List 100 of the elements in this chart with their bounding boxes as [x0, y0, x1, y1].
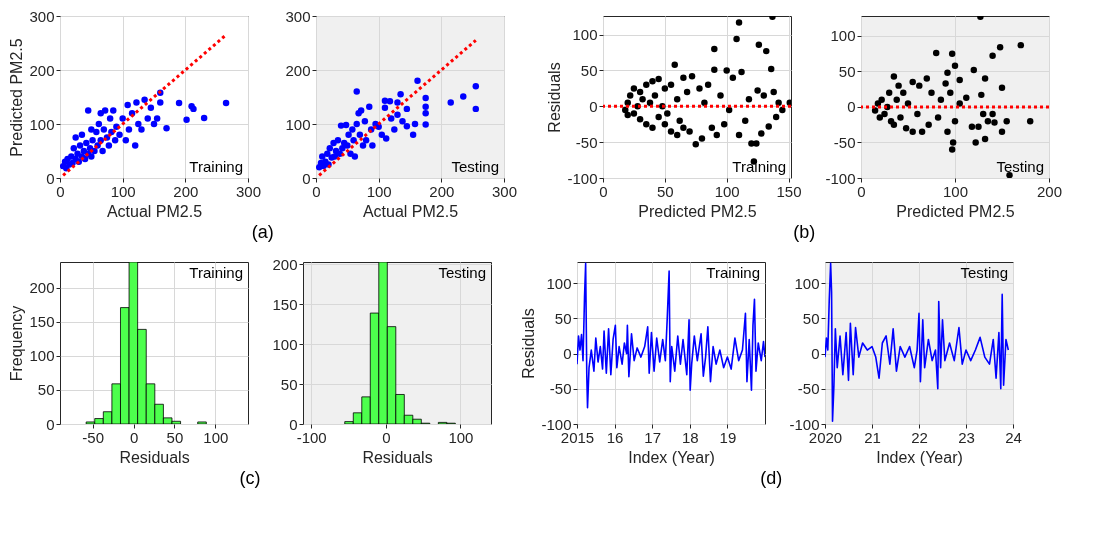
- point: [932, 49, 940, 57]
- point: [951, 117, 959, 125]
- x-tick-label: 300: [235, 182, 262, 200]
- point: [981, 135, 989, 143]
- annotation: Training: [706, 264, 760, 281]
- y-tick-label: 300: [285, 7, 311, 25]
- point: [948, 146, 956, 153]
- y-tick-label: -100: [789, 415, 820, 433]
- point: [885, 89, 893, 96]
- x-tick-label: 50: [166, 428, 184, 446]
- point: [948, 50, 956, 57]
- point: [979, 110, 987, 118]
- point: [991, 119, 998, 126]
- x-tick-label: 23: [958, 428, 975, 446]
- text: (c): [239, 467, 261, 488]
- point: [909, 78, 916, 86]
- x-tick-label: 200: [173, 182, 199, 200]
- point: [947, 89, 954, 96]
- x-tick-label: 17: [644, 428, 662, 446]
- point: [944, 69, 951, 77]
- point: [998, 128, 1006, 136]
- x-axis-title: Index (Year): [628, 448, 715, 466]
- y-tick-label: 50: [802, 309, 820, 327]
- x-tick-label: 300: [491, 182, 518, 200]
- point: [895, 82, 902, 89]
- y-tick-label: 0: [46, 415, 55, 433]
- x-tick-label: 16: [606, 428, 624, 446]
- point: [944, 128, 951, 136]
- point: [996, 44, 1004, 51]
- point: [923, 75, 931, 82]
- x-axis-title: Actual PM2.5: [362, 202, 459, 220]
- y-tick-label: 0: [811, 345, 820, 363]
- y-tick-label: 100: [572, 26, 598, 44]
- point: [956, 76, 963, 84]
- y-tick-label: -100: [825, 169, 856, 187]
- point: [972, 139, 979, 146]
- point: [876, 114, 884, 121]
- point: [890, 121, 898, 128]
- point: [975, 123, 982, 131]
- y-tick-label: 100: [29, 115, 55, 133]
- point: [934, 114, 942, 121]
- point: [981, 75, 989, 82]
- text: (d): [760, 467, 783, 488]
- x-tick-label: 100: [714, 182, 740, 200]
- x-tick-label: -50: [82, 428, 105, 446]
- x-axis-title: Index (Year): [876, 448, 963, 466]
- y-tick-label: 0: [302, 169, 311, 187]
- point: [978, 91, 985, 99]
- point: [918, 128, 926, 136]
- y-axis-title: Residuals: [520, 308, 538, 379]
- point: [890, 73, 898, 80]
- x-tick-label: 200: [429, 182, 455, 200]
- x-tick-label: 19: [719, 428, 737, 446]
- y-tick-label: 100: [794, 274, 820, 292]
- x-tick-label: 100: [110, 182, 136, 200]
- point: [1003, 117, 1010, 125]
- x-tick-label: 22: [911, 428, 928, 446]
- y-tick-label: 100: [272, 335, 298, 353]
- y-tick-label: 50: [280, 375, 298, 393]
- point: [878, 96, 885, 104]
- y-tick-label: 200: [29, 61, 55, 79]
- point: [914, 110, 921, 118]
- annotation: Testing: [438, 264, 486, 281]
- point: [989, 110, 996, 118]
- point: [893, 96, 900, 104]
- x-tick-label: 18: [681, 428, 699, 446]
- x-tick-label: 21: [864, 428, 881, 446]
- point: [989, 52, 996, 60]
- point: [937, 96, 945, 104]
- y-tick-label: 0: [847, 98, 856, 116]
- point: [1026, 117, 1034, 125]
- y-tick-label: 300: [29, 7, 55, 25]
- x-axis-title: Residuals: [119, 448, 190, 466]
- point: [956, 100, 963, 107]
- y-tick-label: 0: [563, 345, 572, 363]
- y-axis-title: Predicted PM2.5: [8, 38, 26, 157]
- y-axis-title: Frequency: [8, 305, 26, 382]
- y-tick-label: 200: [272, 255, 298, 273]
- point: [916, 82, 923, 89]
- y-tick-label: 0: [589, 97, 598, 115]
- x-axis-title: Predicted PM2.5: [638, 202, 757, 220]
- point: [881, 110, 888, 118]
- y-tick-label: 100: [546, 274, 572, 292]
- line-series: [825, 262, 1010, 422]
- x-tick-label: 150: [776, 182, 802, 200]
- x-tick-label: 24: [1005, 428, 1022, 446]
- point: [970, 66, 978, 74]
- x-tick-label: 0: [129, 428, 139, 446]
- x-axis-title: Actual PM2.5: [106, 202, 203, 220]
- point: [928, 89, 935, 96]
- point: [871, 107, 879, 114]
- y-tick-label: 50: [37, 381, 55, 399]
- y-tick-label: 50: [580, 61, 598, 79]
- y-tick-label: 50: [554, 309, 572, 327]
- text: (a): [251, 221, 274, 242]
- point: [984, 117, 992, 125]
- x-axis-title: Residuals: [362, 448, 433, 466]
- y-tick-label: -100: [541, 415, 572, 433]
- y-tick-label: 100: [830, 27, 856, 45]
- annotation: Training: [732, 158, 786, 175]
